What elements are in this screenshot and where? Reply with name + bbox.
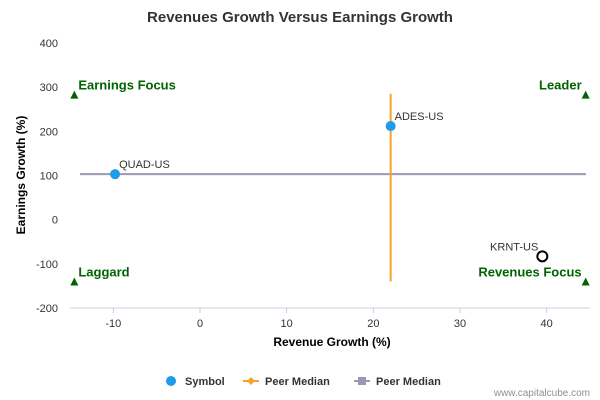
y-tick-label: 0 xyxy=(52,215,58,227)
plot-area: -10 0 10 20 30 40-200-1000100200300400Earning… xyxy=(36,38,590,330)
legend: Symbol Peer Median Peer Median xyxy=(166,376,441,388)
x-tick-label: 20 xyxy=(367,318,379,330)
data-point xyxy=(385,121,396,132)
y-tick-label: 200 xyxy=(40,126,58,138)
quadrant-triangle-marker xyxy=(581,277,590,286)
legend-label: Peer Median xyxy=(376,376,441,388)
data-point xyxy=(536,250,549,263)
x-tick-label: 40 xyxy=(541,318,553,330)
legend-label: Peer Median xyxy=(265,376,330,388)
x-tick-label: 0 xyxy=(197,318,203,330)
quadrant-triangle-marker xyxy=(70,277,79,286)
quadrant-label: Leader xyxy=(539,78,582,93)
y-tick-label: -100 xyxy=(36,259,58,271)
data-point-label: QUAD-US xyxy=(119,159,170,171)
y-tick-label: 100 xyxy=(40,171,58,183)
x-tick-label: -10 xyxy=(105,318,121,330)
data-point-label: ADES-US xyxy=(395,111,444,123)
quadrant-triangle-marker xyxy=(70,90,79,99)
y-tick-label: 400 xyxy=(40,38,58,50)
quadrant-label: Revenues Focus xyxy=(478,265,581,280)
y-tick-label: 300 xyxy=(40,82,58,94)
legend-marker-diamond xyxy=(247,377,255,385)
quadrant-triangle-marker xyxy=(581,90,590,99)
legend-marker-square xyxy=(358,377,366,385)
x-tick-label: 30 xyxy=(454,318,466,330)
x-axis-title: Revenue Growth (%) xyxy=(273,335,390,349)
x-tick-label: 10 xyxy=(281,318,293,330)
y-tick-label: -200 xyxy=(36,303,58,315)
data-point-label: KRNT-US xyxy=(490,241,538,253)
quadrant-label: Earnings Focus xyxy=(78,78,176,93)
legend-label: Symbol xyxy=(185,376,225,388)
y-axis-title: Earnings Growth (%) xyxy=(14,116,28,235)
credit-text: www.capitalcube.com xyxy=(493,388,590,399)
quadrant-label: Laggard xyxy=(78,265,129,280)
legend-marker-circle xyxy=(166,376,176,386)
chart-title: Revenues Growth Versus Earnings Growth xyxy=(147,9,453,26)
data-point xyxy=(110,169,121,180)
